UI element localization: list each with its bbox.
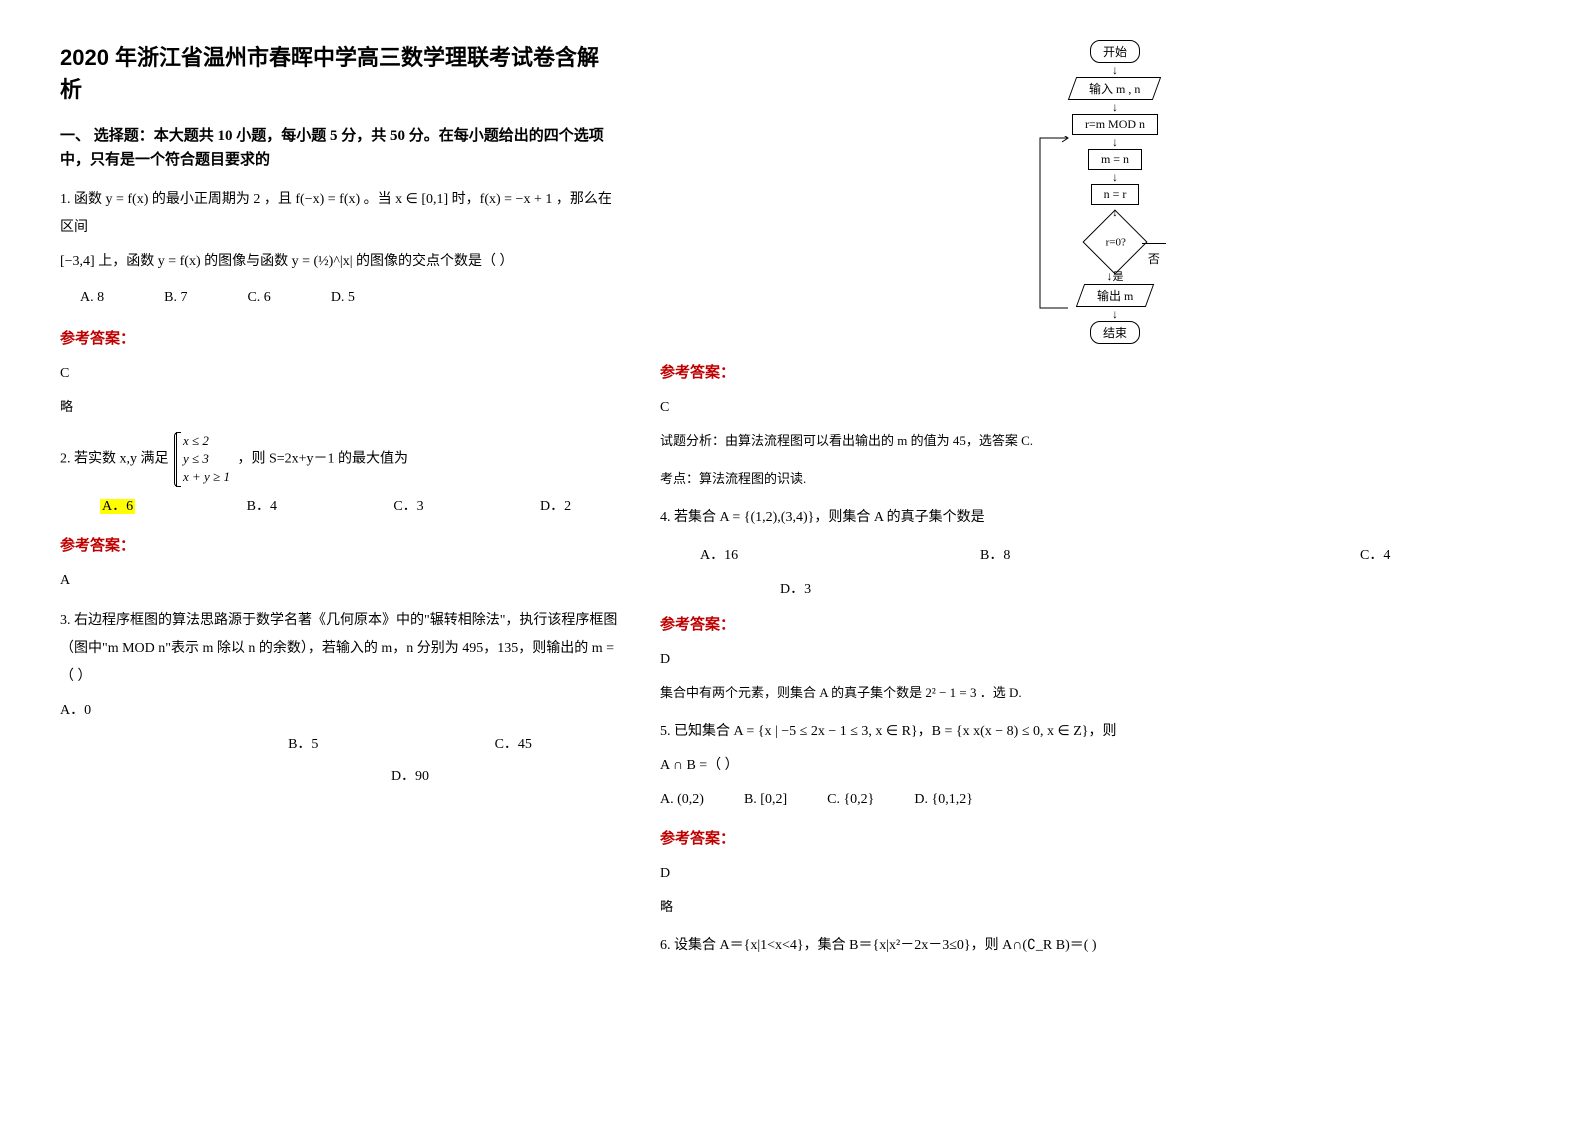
q4-answer-label: 参考答案：	[660, 610, 1530, 640]
question-3-answer: 参考答案： C 试题分析：由算法流程图可以看出输出的 m 的值为 45，选答案 …	[660, 358, 1530, 492]
question-3: 3. 右边程序框图的算法思路源于数学名著《几何原本》中的"辗转相除法"，执行该程…	[60, 607, 620, 791]
arrow-icon: ↓	[1072, 136, 1158, 148]
q4-options: A．16 B．8 C．4	[700, 542, 1530, 570]
flow-cond: r=0?	[1082, 209, 1147, 274]
q4-answer: D	[660, 646, 1530, 674]
q2-pre: 2. 若实数 x,y 满足	[60, 452, 169, 467]
flow-start: 开始	[1090, 40, 1140, 63]
q1-answer: C	[60, 360, 620, 388]
arrow-icon: ↓	[1072, 101, 1158, 113]
q1-explain: 略	[60, 394, 620, 420]
q2-opt-d: D．2	[540, 493, 620, 521]
q3-answer-label: 参考答案：	[660, 358, 1530, 388]
question-2: 2. 若实数 x,y 满足 x ≤ 2 y ≤ 3 x + y ≥ 1 ，则 S…	[60, 432, 620, 595]
section-1-heading: 一、 选择题：本大题共 10 小题，每小题 5 分，共 50 分。在每小题给出的…	[60, 124, 620, 172]
q2-post: ，则 S=2x+y－1 的最大值为	[237, 452, 408, 467]
q1-text-1: 1. 函数 y = f(x) 的最小正周期为 2 ，且 f(−x) = f(x)…	[60, 192, 612, 235]
flow-output-text: 输出 m	[1097, 287, 1133, 304]
q4-opt-d: D．3	[780, 582, 811, 597]
q4-opt-a: A．16	[700, 542, 980, 570]
q4-opt-c: C．4	[1360, 542, 1390, 570]
flow-step1: r=m MOD n	[1072, 114, 1158, 135]
question-5: 5. 已知集合 A = {x | −5 ≤ 2x − 1 ≤ 3, x ∈ R}…	[660, 718, 1530, 920]
q1-answer-label: 参考答案：	[60, 324, 620, 354]
q2-opt-a: A．6	[100, 499, 135, 514]
q1-opt-a: A. 8	[80, 284, 104, 312]
q3-opt-d: D．90	[391, 769, 429, 784]
question-4: 4. 若集合 A = {(1,2),(3,4)}，则集合 A 的真子集个数是 A…	[660, 504, 1530, 706]
q3-opt-b: B．5	[288, 731, 318, 759]
q1-options: A. 8 B. 7 C. 6 D. 5	[80, 284, 620, 312]
arrow-icon: ↓	[1072, 64, 1158, 76]
q5-explain: 略	[660, 894, 1530, 920]
flow-no-text: 否	[1148, 252, 1160, 266]
q2-answer-label: 参考答案：	[60, 531, 620, 561]
q2-system: x ≤ 2 y ≤ 3 x + y ≥ 1	[176, 432, 230, 487]
q1-opt-d: D. 5	[331, 284, 355, 312]
q4-stem: 4. 若集合 A = {(1,2),(3,4)}，则集合 A 的真子集个数是	[660, 504, 1530, 532]
q5-opt-c: C. {0,2}	[827, 786, 874, 814]
q5-stem2: A ∩ B =（ ）	[660, 752, 1530, 780]
q4-opt-b: B．8	[980, 542, 1360, 570]
flow-input-text: 输入 m , n	[1089, 80, 1140, 97]
q5-answer: D	[660, 860, 1530, 888]
q5-stem: 5. 已知集合 A = {x | −5 ≤ 2x − 1 ≤ 3, x ∈ R}…	[660, 718, 1530, 746]
flow-output: 输出 m	[1076, 284, 1155, 307]
arrow-icon: ↓	[1072, 308, 1158, 320]
flow-step2: m = n	[1088, 149, 1142, 170]
q1-opt-c: C. 6	[247, 284, 270, 312]
q2-options: A．6 B．4 C．3 D．2	[100, 493, 620, 521]
q2-answer: A	[60, 567, 620, 595]
question-6: 6. 设集合 A＝{x|1<x<4}，集合 B＝{x|x²－2x－3≤0}，则 …	[660, 932, 1530, 960]
q2-stem: 2. 若实数 x,y 满足 x ≤ 2 y ≤ 3 x + y ≥ 1 ，则 S…	[60, 432, 620, 487]
q3-opt-c: C．45	[495, 731, 532, 759]
q5-opt-b: B. [0,2]	[744, 786, 787, 814]
q3-answer: C	[660, 394, 1530, 422]
q1-text-2: [−3,4] 上，函数 y = f(x) 的图像与函数 y = (½)^|x| …	[60, 254, 514, 269]
q2-sys3: x + y ≥ 1	[183, 468, 230, 486]
flow-step3: n = r	[1091, 184, 1140, 205]
q1-line2: [−3,4] 上，函数 y = f(x) 的图像与函数 y = (½)^|x| …	[60, 248, 620, 276]
q2-opt-b: B．4	[247, 493, 327, 521]
q3-opt-a: A．0	[60, 697, 620, 725]
flow-end: 结束	[1090, 321, 1140, 344]
arrow-icon: ↓	[1072, 171, 1158, 183]
q3-opts-row1: B．5 C．45	[200, 731, 620, 759]
q5-options: A. (0,2) B. [0,2] C. {0,2} D. {0,1,2}	[660, 786, 1530, 814]
q5-answer-label: 参考答案：	[660, 824, 1530, 854]
flow-cond-text: r=0?	[1093, 237, 1139, 249]
right-column: 开始 ↓ 输入 m , n ↓ r=m MOD n ↓ m = n ↓ n = …	[660, 40, 1530, 972]
q2-sys1: x ≤ 2	[183, 432, 230, 450]
flow-cond-row: r=0? 否	[1072, 219, 1158, 269]
q3-opts-row2: D．90	[200, 763, 620, 791]
q4-explain: 集合中有两个元素，则集合 A 的真子集个数是 2² − 1 = 3 ．选 D.	[660, 680, 1530, 706]
left-column: 2020 年浙江省温州市春晖中学高三数学理联考试卷含解析 一、 选择题：本大题共…	[60, 40, 620, 972]
question-1: 1. 函数 y = f(x) 的最小正周期为 2 ，且 f(−x) = f(x)…	[60, 186, 620, 420]
q2-opt-c: C．3	[393, 493, 473, 521]
q1-line1: 1. 函数 y = f(x) 的最小正周期为 2 ，且 f(−x) = f(x)…	[60, 186, 620, 242]
flow-no-label: 否	[1142, 235, 1166, 267]
page-title: 2020 年浙江省温州市春晖中学高三数学理联考试卷含解析	[60, 40, 620, 104]
flow-wrap: 开始 ↓ 输入 m , n ↓ r=m MOD n ↓ m = n ↓ n = …	[1072, 40, 1158, 344]
q6-stem: 6. 设集合 A＝{x|1<x<4}，集合 B＝{x|x²－2x－3≤0}，则 …	[660, 932, 1530, 960]
q3-explain2: 考点：算法流程图的识读.	[660, 466, 1530, 492]
q5-opt-a: A. (0,2)	[660, 786, 704, 814]
q2-sys2: y ≤ 3	[183, 450, 230, 468]
flow-loop-line	[1038, 136, 1070, 310]
q4-opt-d-row: D．3	[780, 576, 1530, 604]
flow-input: 输入 m , n	[1068, 77, 1162, 100]
flowchart: 开始 ↓ 输入 m , n ↓ r=m MOD n ↓ m = n ↓ n = …	[700, 40, 1530, 344]
q5-opt-d: D. {0,1,2}	[914, 786, 973, 814]
q3-explain1: 试题分析：由算法流程图可以看出输出的 m 的值为 45，选答案 C.	[660, 428, 1530, 454]
q1-opt-b: B. 7	[164, 284, 187, 312]
q3-stem: 3. 右边程序框图的算法思路源于数学名著《几何原本》中的"辗转相除法"，执行该程…	[60, 607, 620, 691]
